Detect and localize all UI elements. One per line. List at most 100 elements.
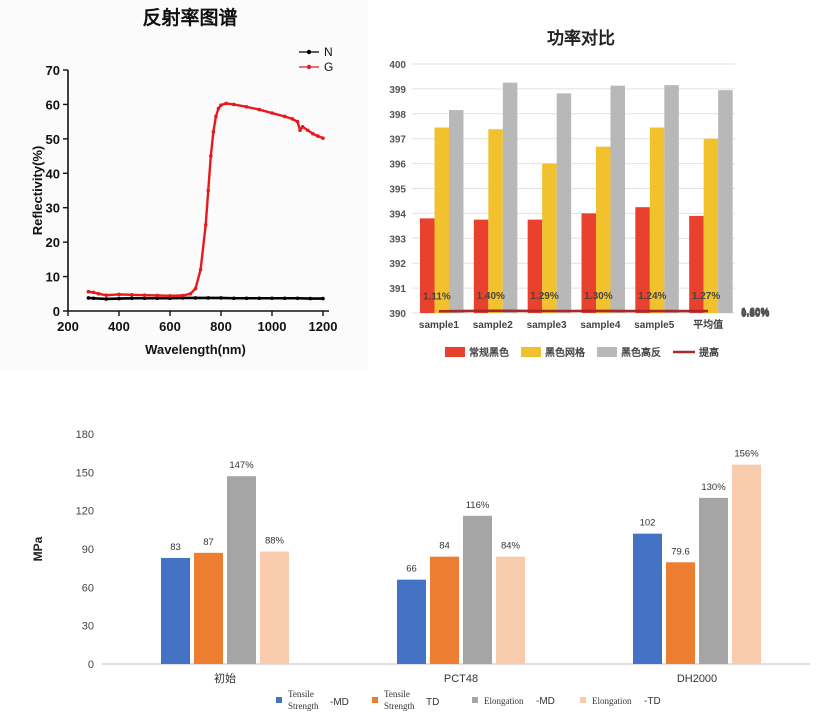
data-point-N bbox=[270, 296, 274, 301]
y-tick-label: 399 bbox=[389, 85, 406, 96]
data-point-G bbox=[211, 130, 216, 134]
y2-tick-label: 0.60% bbox=[741, 308, 769, 319]
y-tick-label: 0 bbox=[88, 659, 94, 671]
data-label: 1.24% bbox=[638, 291, 666, 302]
data-point-G bbox=[96, 291, 101, 296]
y-tick-label: 394 bbox=[389, 209, 406, 220]
bar-Tensile-Strength--MD bbox=[161, 557, 190, 664]
y-tick-label: 70 bbox=[46, 63, 60, 78]
data-point-G bbox=[311, 131, 315, 136]
x-tick-label: sample2 bbox=[473, 320, 513, 331]
data-label: 1.29% bbox=[530, 291, 558, 302]
legend-swatch-黑色高反 bbox=[597, 347, 617, 357]
data-point-N bbox=[257, 296, 262, 301]
y-tick-label: 30 bbox=[46, 201, 60, 216]
x-tick-label: 平均值 bbox=[693, 318, 723, 331]
y2-tick-label: 0.00% bbox=[741, 309, 769, 320]
data-point-G bbox=[321, 136, 325, 140]
data-point-N bbox=[86, 296, 91, 300]
legend-label-常规黑色: 常规黑色 bbox=[469, 346, 509, 359]
legend-label-line: Strength bbox=[288, 701, 319, 711]
x-tick-label: PCT48 bbox=[444, 673, 478, 685]
y-tick-label: 180 bbox=[76, 429, 94, 441]
bar-黑色网格 bbox=[542, 163, 557, 313]
data-point-G bbox=[91, 290, 96, 295]
data-label: 1.11% bbox=[423, 291, 451, 302]
x-tick-label: 1000 bbox=[258, 319, 287, 334]
data-point-G bbox=[180, 293, 185, 298]
data-label: 84 bbox=[439, 541, 450, 552]
data-point-N bbox=[206, 296, 211, 300]
legend-label-suffix: -MD bbox=[536, 696, 555, 707]
y2-tick-label: 1.60% bbox=[741, 307, 769, 318]
legend-label-N: N bbox=[324, 45, 333, 59]
tensile-strength-chart: 0 30 60 90 120 150 180 MPa 83 87 147% 88% 初始 66 84 116%… bbox=[31, 429, 810, 711]
bar-Tensile-Strength--MD bbox=[397, 579, 426, 664]
data-point-G bbox=[290, 117, 295, 121]
legend-swatch bbox=[276, 697, 282, 703]
data-label: 116% bbox=[466, 500, 490, 511]
bar-Tensile-Strength-TD bbox=[666, 562, 695, 664]
bar-Elongation--MD bbox=[699, 497, 728, 664]
legend-label-G: G bbox=[324, 60, 333, 74]
data-point-N bbox=[282, 296, 287, 301]
data-point-G bbox=[193, 286, 198, 291]
y-tick-label: 391 bbox=[389, 284, 406, 295]
y2-tick-label: 0.20% bbox=[741, 309, 769, 320]
data-point-N bbox=[321, 296, 325, 301]
legend-swatch-常规黑色 bbox=[445, 347, 465, 357]
bar-黑色网格 bbox=[596, 146, 611, 313]
data-label: 88% bbox=[265, 536, 285, 547]
legend-swatch bbox=[372, 697, 378, 703]
reflectivity-chart-panel: 反射率图谱 0 10 20 30 40 50 60 70 200 400 600 800 1000 1200… bbox=[0, 0, 368, 370]
y-tick-label: 90 bbox=[82, 544, 94, 556]
y-axis-label: Reflectivity(%) bbox=[30, 146, 45, 236]
bar-常规黑色 bbox=[420, 218, 435, 313]
x-tick-label: 800 bbox=[210, 319, 232, 334]
chart-title: 功率对比 bbox=[547, 28, 615, 48]
legend-label-提高: 提高 bbox=[699, 346, 719, 359]
data-point-G bbox=[168, 294, 172, 298]
data-point-N bbox=[142, 296, 147, 301]
data-point-G bbox=[129, 293, 134, 297]
data-point-G bbox=[142, 293, 147, 297]
x-tick-label: sample4 bbox=[580, 320, 620, 331]
data-point-G bbox=[86, 289, 91, 294]
data-point-G bbox=[300, 125, 305, 129]
y-tick-label: 120 bbox=[76, 506, 94, 518]
data-point-G bbox=[224, 101, 228, 106]
legend-swatch-黑色网格 bbox=[521, 347, 541, 357]
bar-常规黑色 bbox=[527, 219, 543, 313]
bar-常规黑色 bbox=[581, 213, 596, 313]
data-label: 1.40% bbox=[477, 291, 505, 302]
y-tick-label: 10 bbox=[46, 270, 60, 285]
legend-label-line: Elongation bbox=[592, 696, 632, 706]
data-label: 83 bbox=[170, 542, 181, 553]
legend-label-suffix: -MD bbox=[330, 697, 349, 708]
data-point-N bbox=[117, 296, 121, 301]
data-point-G bbox=[188, 291, 193, 296]
data-point-N bbox=[104, 297, 109, 301]
legend-label-黑色高反: 黑色高反 bbox=[621, 346, 661, 359]
reflectivity-chart: 反射率图谱 0 10 20 30 40 50 60 70 200 400 600 800 1000 1200… bbox=[30, 6, 338, 357]
bar-黑色高反 bbox=[502, 82, 518, 313]
bar-黑色高反 bbox=[610, 85, 625, 314]
bar-黑色网格 bbox=[488, 129, 503, 313]
x-tick-label: sample5 bbox=[634, 320, 674, 331]
legend-label-黑色网格: 黑色网格 bbox=[545, 346, 586, 359]
data-point-G bbox=[198, 267, 203, 272]
y-tick-label: 150 bbox=[76, 467, 94, 479]
y-tick-label: 0 bbox=[53, 304, 60, 319]
legend-label-suffix: -TD bbox=[644, 696, 661, 707]
x-tick-label: 1200 bbox=[309, 319, 338, 334]
data-point-N bbox=[219, 296, 223, 300]
data-point-G bbox=[270, 111, 274, 115]
y-tick-label: 60 bbox=[46, 97, 60, 112]
y-tick-label: 392 bbox=[389, 259, 406, 270]
legend-label-line: Strength bbox=[384, 701, 415, 711]
data-label: 130% bbox=[701, 482, 726, 493]
power-comparison-chart-panel: 功率对比 390 391 392 393 394 395 396 397 398 399 400 0.0… bbox=[368, 0, 825, 370]
data-point-N bbox=[129, 296, 134, 301]
y-tick-label: 398 bbox=[389, 110, 406, 121]
data-point-G bbox=[155, 293, 160, 298]
